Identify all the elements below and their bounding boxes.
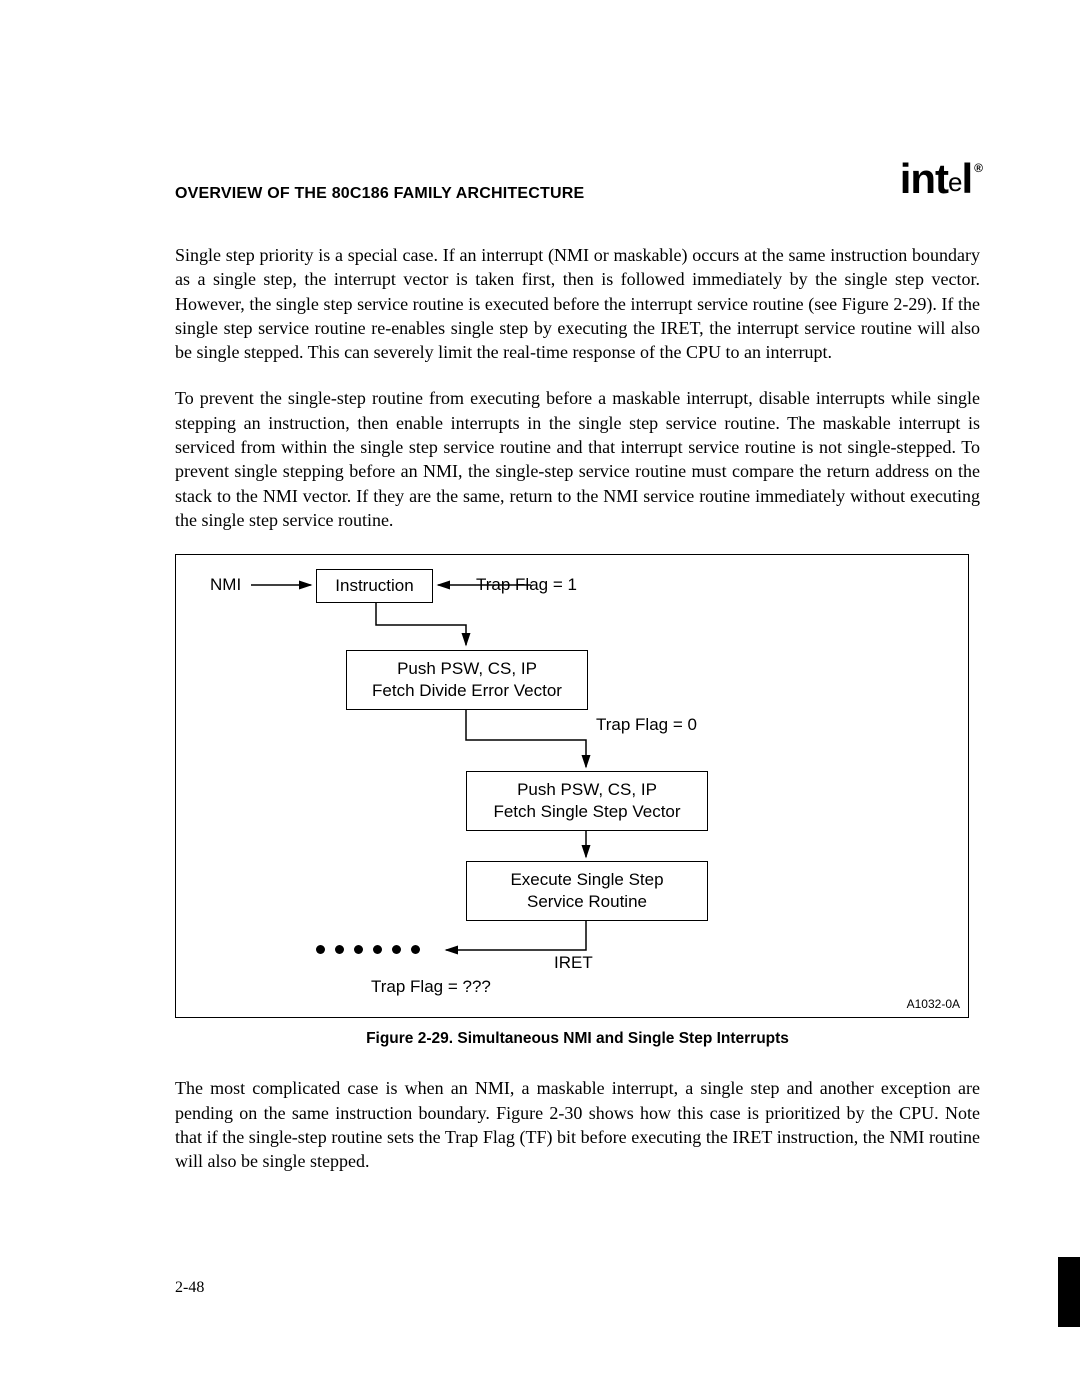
node-push-single-step: Push PSW, CS, IP Fetch Single Step Vecto… [466,771,708,831]
label-nmi: NMI [210,575,241,595]
node-push1-line2: Fetch Divide Error Vector [347,680,587,702]
node-exec-line1: Execute Single Step [467,869,707,891]
node-push2-line1: Push PSW, CS, IP [467,779,707,801]
paragraph-1: Single step priority is a special case. … [175,243,980,364]
page-number: 2-48 [175,1279,204,1297]
figure-2-29: NMI Trap Flag = 1 Trap Flag = 0 IRET Tra… [175,554,969,1018]
section-title: OVERVIEW OF THE 80C186 FAMILY ARCHITECTU… [175,185,584,203]
thumb-index-tab [1058,1257,1080,1327]
paragraph-2: To prevent the single-step routine from … [175,386,980,532]
node-push1-line1: Push PSW, CS, IP [347,658,587,680]
paragraph-3: The most complicated case is when an NMI… [175,1076,980,1173]
node-push-divide-error: Push PSW, CS, IP Fetch Divide Error Vect… [346,650,588,710]
label-iret: IRET [554,953,593,973]
figure-code: A1032-0A [907,997,960,1011]
continuation-dots [316,945,420,954]
logo-text-sub: e [948,167,961,197]
node-instruction-text: Instruction [317,575,432,597]
node-instruction: Instruction [316,569,433,603]
label-trap-flag-1: Trap Flag = 1 [476,575,577,595]
label-trap-flag-unknown: Trap Flag = ??? [371,977,491,997]
logo-text-end: l [961,155,972,202]
node-execute-single-step: Execute Single Step Service Routine [466,861,708,921]
figure-caption: Figure 2-29. Simultaneous NMI and Single… [175,1030,980,1048]
logo-registered: ® [974,161,982,175]
node-push2-line2: Fetch Single Step Vector [467,801,707,823]
page-header: OVERVIEW OF THE 80C186 FAMILY ARCHITECTU… [175,155,980,203]
logo-text-main: int [900,155,948,202]
node-exec-line2: Service Routine [467,891,707,913]
label-trap-flag-0: Trap Flag = 0 [596,715,697,735]
page: OVERVIEW OF THE 80C186 FAMILY ARCHITECTU… [0,0,1080,1397]
intel-logo: intel® [900,155,980,203]
